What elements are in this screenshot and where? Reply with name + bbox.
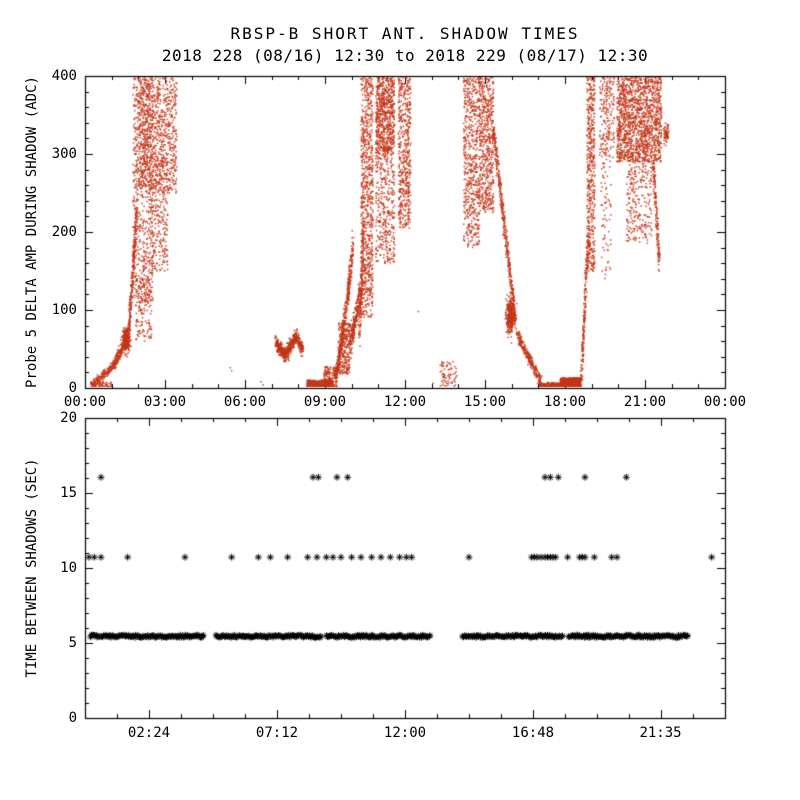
- x-tick-label: 07:12: [255, 725, 299, 741]
- y-tick-label: 15: [60, 485, 77, 501]
- chart-title: RBSP-B SHORT ANT. SHADOW TIMES: [230, 24, 580, 43]
- x-tick-label: 03:00: [143, 394, 187, 410]
- y-tick-label: 20: [60, 410, 77, 426]
- y-tick-label: 200: [51, 224, 77, 240]
- y-tick-label: 0: [68, 710, 77, 726]
- y-tick-label: 100: [51, 302, 77, 318]
- x-tick-label: 21:00: [623, 394, 667, 410]
- y-tick-label: 400: [51, 68, 77, 84]
- chart-subtitle: 2018 228 (08/16) 12:30 to 2018 229 (08/1…: [161, 46, 649, 65]
- x-tick-label: 00:00: [63, 394, 107, 410]
- x-tick-label: 00:00: [703, 394, 747, 410]
- x-tick-label: 15:00: [463, 394, 507, 410]
- y-tick-label: 5: [68, 635, 77, 651]
- x-tick-label: 09:00: [303, 394, 347, 410]
- y-tick-label: 10: [60, 560, 77, 576]
- x-tick-label: 12:00: [383, 394, 427, 410]
- x-tick-label: 18:00: [543, 394, 587, 410]
- x-tick-label: 16:48: [511, 725, 555, 741]
- y-tick-label: 300: [51, 146, 77, 162]
- x-tick-label: 12:00: [383, 725, 427, 741]
- x-tick-label: 02:24: [127, 725, 171, 741]
- x-tick-label: 21:35: [639, 725, 682, 741]
- x-tick-label: 06:00: [223, 394, 267, 410]
- y-tick-label: 0: [68, 380, 77, 396]
